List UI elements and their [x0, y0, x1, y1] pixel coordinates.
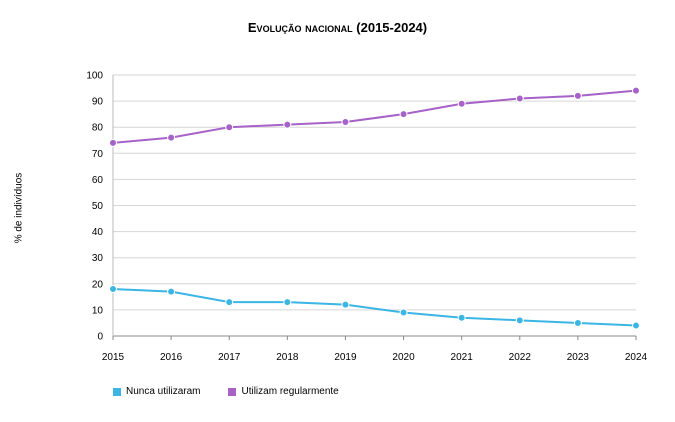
x-tick-label: 2024	[625, 352, 648, 363]
x-tick-label: 2020	[392, 352, 415, 363]
legend-swatch-regularmente	[228, 387, 237, 396]
data-point	[457, 313, 466, 322]
data-point	[515, 316, 524, 325]
x-tick-label: 2023	[567, 352, 590, 363]
legend-item-regularmente[interactable]: Utilizam regularmente	[228, 386, 339, 397]
data-point	[109, 285, 117, 294]
data-point	[457, 99, 466, 108]
data-point	[283, 298, 292, 307]
data-point	[167, 133, 176, 142]
data-point	[109, 138, 117, 147]
data-point	[225, 123, 234, 132]
y-tick-label: 90	[92, 97, 104, 108]
legend-label-regularmente: Utilizam regularmente	[241, 386, 339, 397]
x-tick-labels: 2015 2016 2017 2018 2019 2020 2021 2022 2023 2024	[102, 352, 648, 363]
y-tick-label: 40	[92, 227, 104, 238]
legend-item-nunca[interactable]: Nunca utilizaram	[113, 386, 200, 397]
data-point	[515, 94, 524, 103]
data-point	[283, 120, 292, 129]
x-tick-label: 2019	[334, 352, 357, 363]
data-point	[632, 86, 640, 95]
y-tick-label: 20	[92, 279, 104, 290]
y-tick-label: 0	[97, 332, 103, 343]
data-point	[573, 91, 582, 100]
data-point	[225, 298, 234, 307]
legend-label-nunca: Nunca utilizaram	[126, 386, 201, 397]
data-point	[341, 117, 350, 126]
data-point	[573, 318, 582, 327]
data-point	[399, 110, 408, 119]
series-line-0	[112, 288, 637, 327]
series-lines	[109, 86, 640, 330]
x-tick-label: 2022	[509, 352, 532, 363]
x-tick-label: 2018	[276, 352, 299, 363]
y-tick-label: 10	[92, 305, 104, 316]
y-tick-label: 100	[86, 71, 103, 82]
y-tick-label: 80	[92, 123, 104, 134]
data-point	[632, 321, 640, 330]
data-point	[167, 287, 176, 296]
data-point	[399, 308, 408, 317]
legend: Nunca utilizaram Utilizam regularmente	[113, 386, 339, 397]
legend-swatch-nunca	[113, 387, 121, 396]
series-line-1	[112, 89, 637, 144]
x-tick-label: 2015	[102, 352, 125, 363]
x-tick-label: 2017	[218, 352, 241, 363]
x-tick-label: 2021	[451, 352, 474, 363]
data-point	[341, 300, 350, 309]
y-tick-label: 30	[92, 253, 104, 264]
chart-title: Evolução nacional (2015-2024)	[247, 20, 428, 35]
y-tick-label: 70	[92, 149, 104, 160]
x-tick-label: 2016	[160, 352, 183, 363]
gridlines	[112, 74, 637, 340]
y-tick-label: 50	[92, 201, 104, 212]
y-tick-label: 60	[92, 175, 104, 186]
y-tick-labels: 0 10 20 30 40 50 60 70 80 90 100	[86, 71, 103, 343]
